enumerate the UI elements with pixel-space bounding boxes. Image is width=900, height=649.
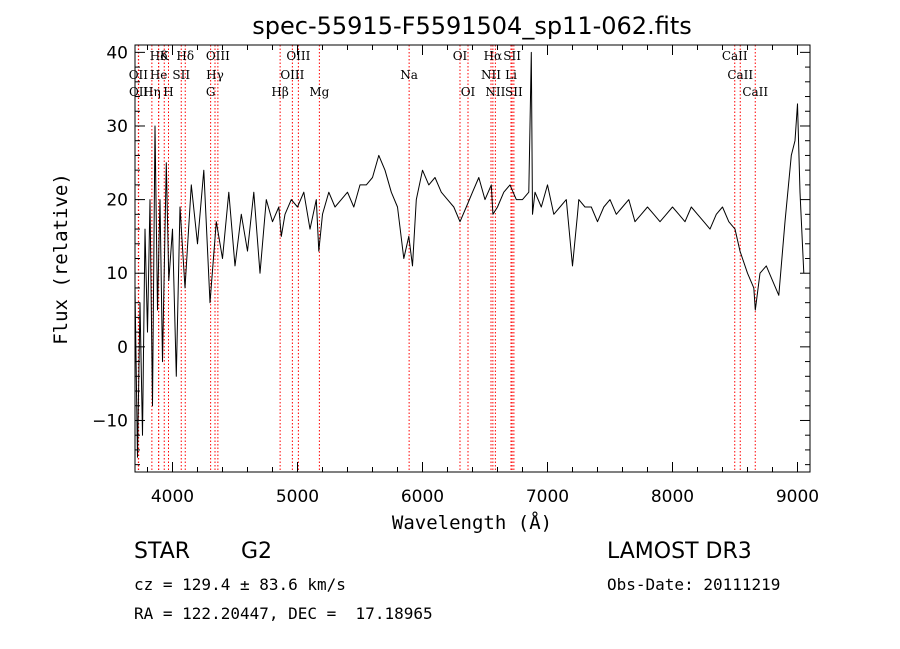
spectral-line-label: SII [172,68,190,82]
x-tick-label: 9000 [776,487,819,507]
spectral-line-label: CaII [727,68,753,82]
coordinates: RA = 122.20447, DEC = 17.18965 [134,604,433,623]
chart-title: spec-55915-F5591504_sp11-062.fits [252,12,691,40]
y-tick-label: 10 [106,264,128,284]
spectral-line-label: SII [503,49,521,63]
spectral-line-label: OII [129,68,149,82]
y-tick-label: 20 [106,191,128,211]
axis-ticks: 4000 5000 6000 7000 8000 9000 −10 0 10 20 30 40 [92,43,819,507]
y-tick-label: 40 [106,43,128,63]
y-tick-label: −10 [92,411,128,431]
x-axis-label: Wavelength (Å) [392,511,552,534]
spectral-line-label: OIII [206,49,230,63]
spectral-line-label: NII [485,85,505,99]
y-tick-label: 30 [106,117,128,137]
x-tick-label: 5000 [276,487,319,507]
spectral-line-label: Na [400,68,418,82]
object-subclass: G2 [241,539,273,564]
observation-date: Obs-Date: 20111219 [607,575,781,594]
spectral-line-label: OIII [286,49,310,63]
spectral-line-label: SII [505,85,523,99]
spectral-line-label: NII [481,68,501,82]
spectral-line-label: He [150,68,168,82]
spectral-line-label: Li [505,68,517,82]
spectral-line-label: H [163,85,173,99]
spectral-line-label: CaII [722,49,748,63]
spectrum-line [134,51,805,458]
spectrum-layer [134,51,805,458]
spectral-line-label: CaII [742,85,768,99]
object-class: STAR [134,539,191,564]
spectral-line-label: OI [453,49,468,63]
spectral-line-label: Hδ [176,49,194,63]
spectral-line-label: Hδ [150,49,168,63]
spectral-line-label: OII [129,85,149,99]
x-tick-label: 8000 [651,487,694,507]
spectral-line-label: Mg [309,85,329,99]
spectral-line-label: Hβ [271,85,288,99]
x-tick-label: 4000 [151,487,194,507]
y-tick-label: 0 [117,338,128,358]
spectral-lines-layer [137,45,756,472]
redshift-cz: cz = 129.4 ± 83.6 km/s [134,575,346,594]
spectral-line-label: Hγ [206,68,224,82]
y-axis-label: Flux (relative) [50,173,72,345]
x-tick-label: 7000 [526,487,569,507]
spectral-line-label: Hα [484,49,503,63]
spectral-line-label: Hη [143,85,161,99]
x-tick-label: 6000 [401,487,444,507]
spectral-line-label: OIII [280,68,304,82]
survey-name: LAMOST DR3 [607,539,752,564]
spectral-line-label: G [206,85,216,99]
spectral-line-label: K [160,49,170,63]
spectral-line-label: OI [461,85,476,99]
